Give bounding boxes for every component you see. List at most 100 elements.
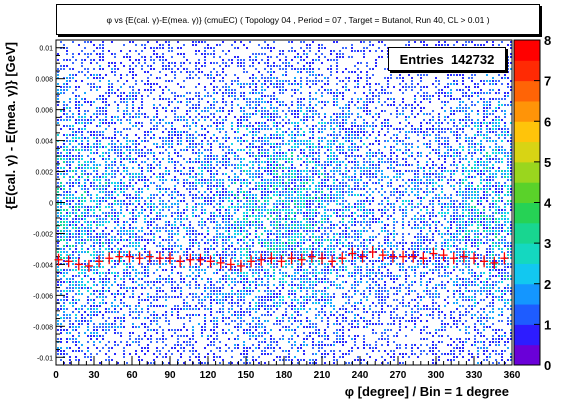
density-cell: [291, 188, 293, 190]
density-cell: [219, 206, 221, 208]
density-cell: [117, 188, 119, 190]
density-cell: [480, 143, 482, 145]
density-cell: [378, 47, 380, 49]
density-cell: [357, 182, 359, 184]
density-cell: [270, 179, 272, 181]
density-cell: [219, 179, 221, 181]
density-cell: [342, 143, 344, 145]
density-cell: [345, 122, 347, 124]
density-cell: [396, 158, 398, 160]
density-cell: [372, 191, 374, 193]
density-cell: [132, 71, 134, 73]
density-cell: [225, 62, 227, 64]
density-cell: [228, 146, 230, 148]
density-cell: [162, 98, 164, 100]
density-cell: [75, 206, 77, 208]
density-cell: [312, 128, 314, 130]
density-cell: [219, 200, 221, 202]
density-cell: [471, 152, 473, 154]
density-cell: [375, 59, 377, 61]
density-cell: [444, 95, 446, 97]
density-cell: [246, 215, 248, 217]
density-cell: [297, 179, 299, 181]
density-cell: [273, 152, 275, 154]
density-cell: [231, 164, 233, 166]
density-cell: [444, 170, 446, 172]
density-cell: [222, 77, 224, 79]
density-cell: [240, 59, 242, 61]
density-cell: [243, 113, 245, 115]
density-cell: [243, 44, 245, 46]
density-cell: [495, 152, 497, 154]
density-cell: [282, 170, 284, 172]
density-cell: [96, 113, 98, 115]
density-cell: [135, 134, 137, 136]
density-cell: [186, 134, 188, 136]
density-cell: [504, 215, 506, 217]
density-cell: [276, 80, 278, 82]
density-cell: [273, 107, 275, 109]
density-cell: [309, 179, 311, 181]
density-cell: [429, 119, 431, 121]
density-cell: [357, 215, 359, 217]
density-cell: [357, 209, 359, 211]
density-cell: [216, 71, 218, 73]
density-cell: [297, 203, 299, 205]
density-cell: [342, 212, 344, 214]
density-cell: [261, 107, 263, 109]
density-cell: [60, 206, 62, 208]
density-cell: [441, 131, 443, 133]
density-cell: [393, 194, 395, 196]
density-cell: [477, 83, 479, 85]
density-cell: [87, 119, 89, 121]
density-cell: [372, 92, 374, 94]
density-cell: [198, 98, 200, 100]
density-cell: [222, 194, 224, 196]
density-cell: [114, 209, 116, 211]
density-cell: [318, 122, 320, 124]
density-cell: [459, 215, 461, 217]
density-cell: [216, 182, 218, 184]
density-cell: [264, 137, 266, 139]
density-cell: [267, 95, 269, 97]
density-cell: [324, 176, 326, 178]
density-cell: [66, 125, 68, 127]
density-cell: [111, 119, 113, 121]
density-cell: [321, 146, 323, 148]
density-cell: [282, 194, 284, 196]
density-cell: [297, 134, 299, 136]
density-cell: [363, 119, 365, 121]
density-cell: [279, 179, 281, 181]
density-cell: [339, 191, 341, 193]
density-cell: [357, 161, 359, 163]
density-cell: [507, 185, 509, 187]
density-cell: [261, 215, 263, 217]
density-cell: [99, 143, 101, 145]
density-cell: [210, 182, 212, 184]
density-cell: [495, 140, 497, 142]
density-cell: [123, 98, 125, 100]
density-cell: [93, 176, 95, 178]
density-cell: [366, 185, 368, 187]
density-cell: [270, 137, 272, 139]
density-cell: [300, 101, 302, 103]
density-cell: [96, 170, 98, 172]
density-cell: [288, 134, 290, 136]
density-cell: [381, 209, 383, 211]
density-cell: [240, 41, 242, 43]
density-cell: [294, 128, 296, 130]
density-cell: [393, 104, 395, 106]
density-cell: [285, 158, 287, 160]
density-cell: [468, 86, 470, 88]
density-cell: [381, 170, 383, 172]
density-cell: [246, 203, 248, 205]
density-cell: [345, 209, 347, 211]
density-cell: [285, 80, 287, 82]
density-cell: [351, 71, 353, 73]
density-cell: [291, 170, 293, 172]
density-cell: [351, 143, 353, 145]
density-cell: [354, 104, 356, 106]
density-cell: [198, 158, 200, 160]
density-cell: [69, 176, 71, 178]
density-cell: [390, 152, 392, 154]
